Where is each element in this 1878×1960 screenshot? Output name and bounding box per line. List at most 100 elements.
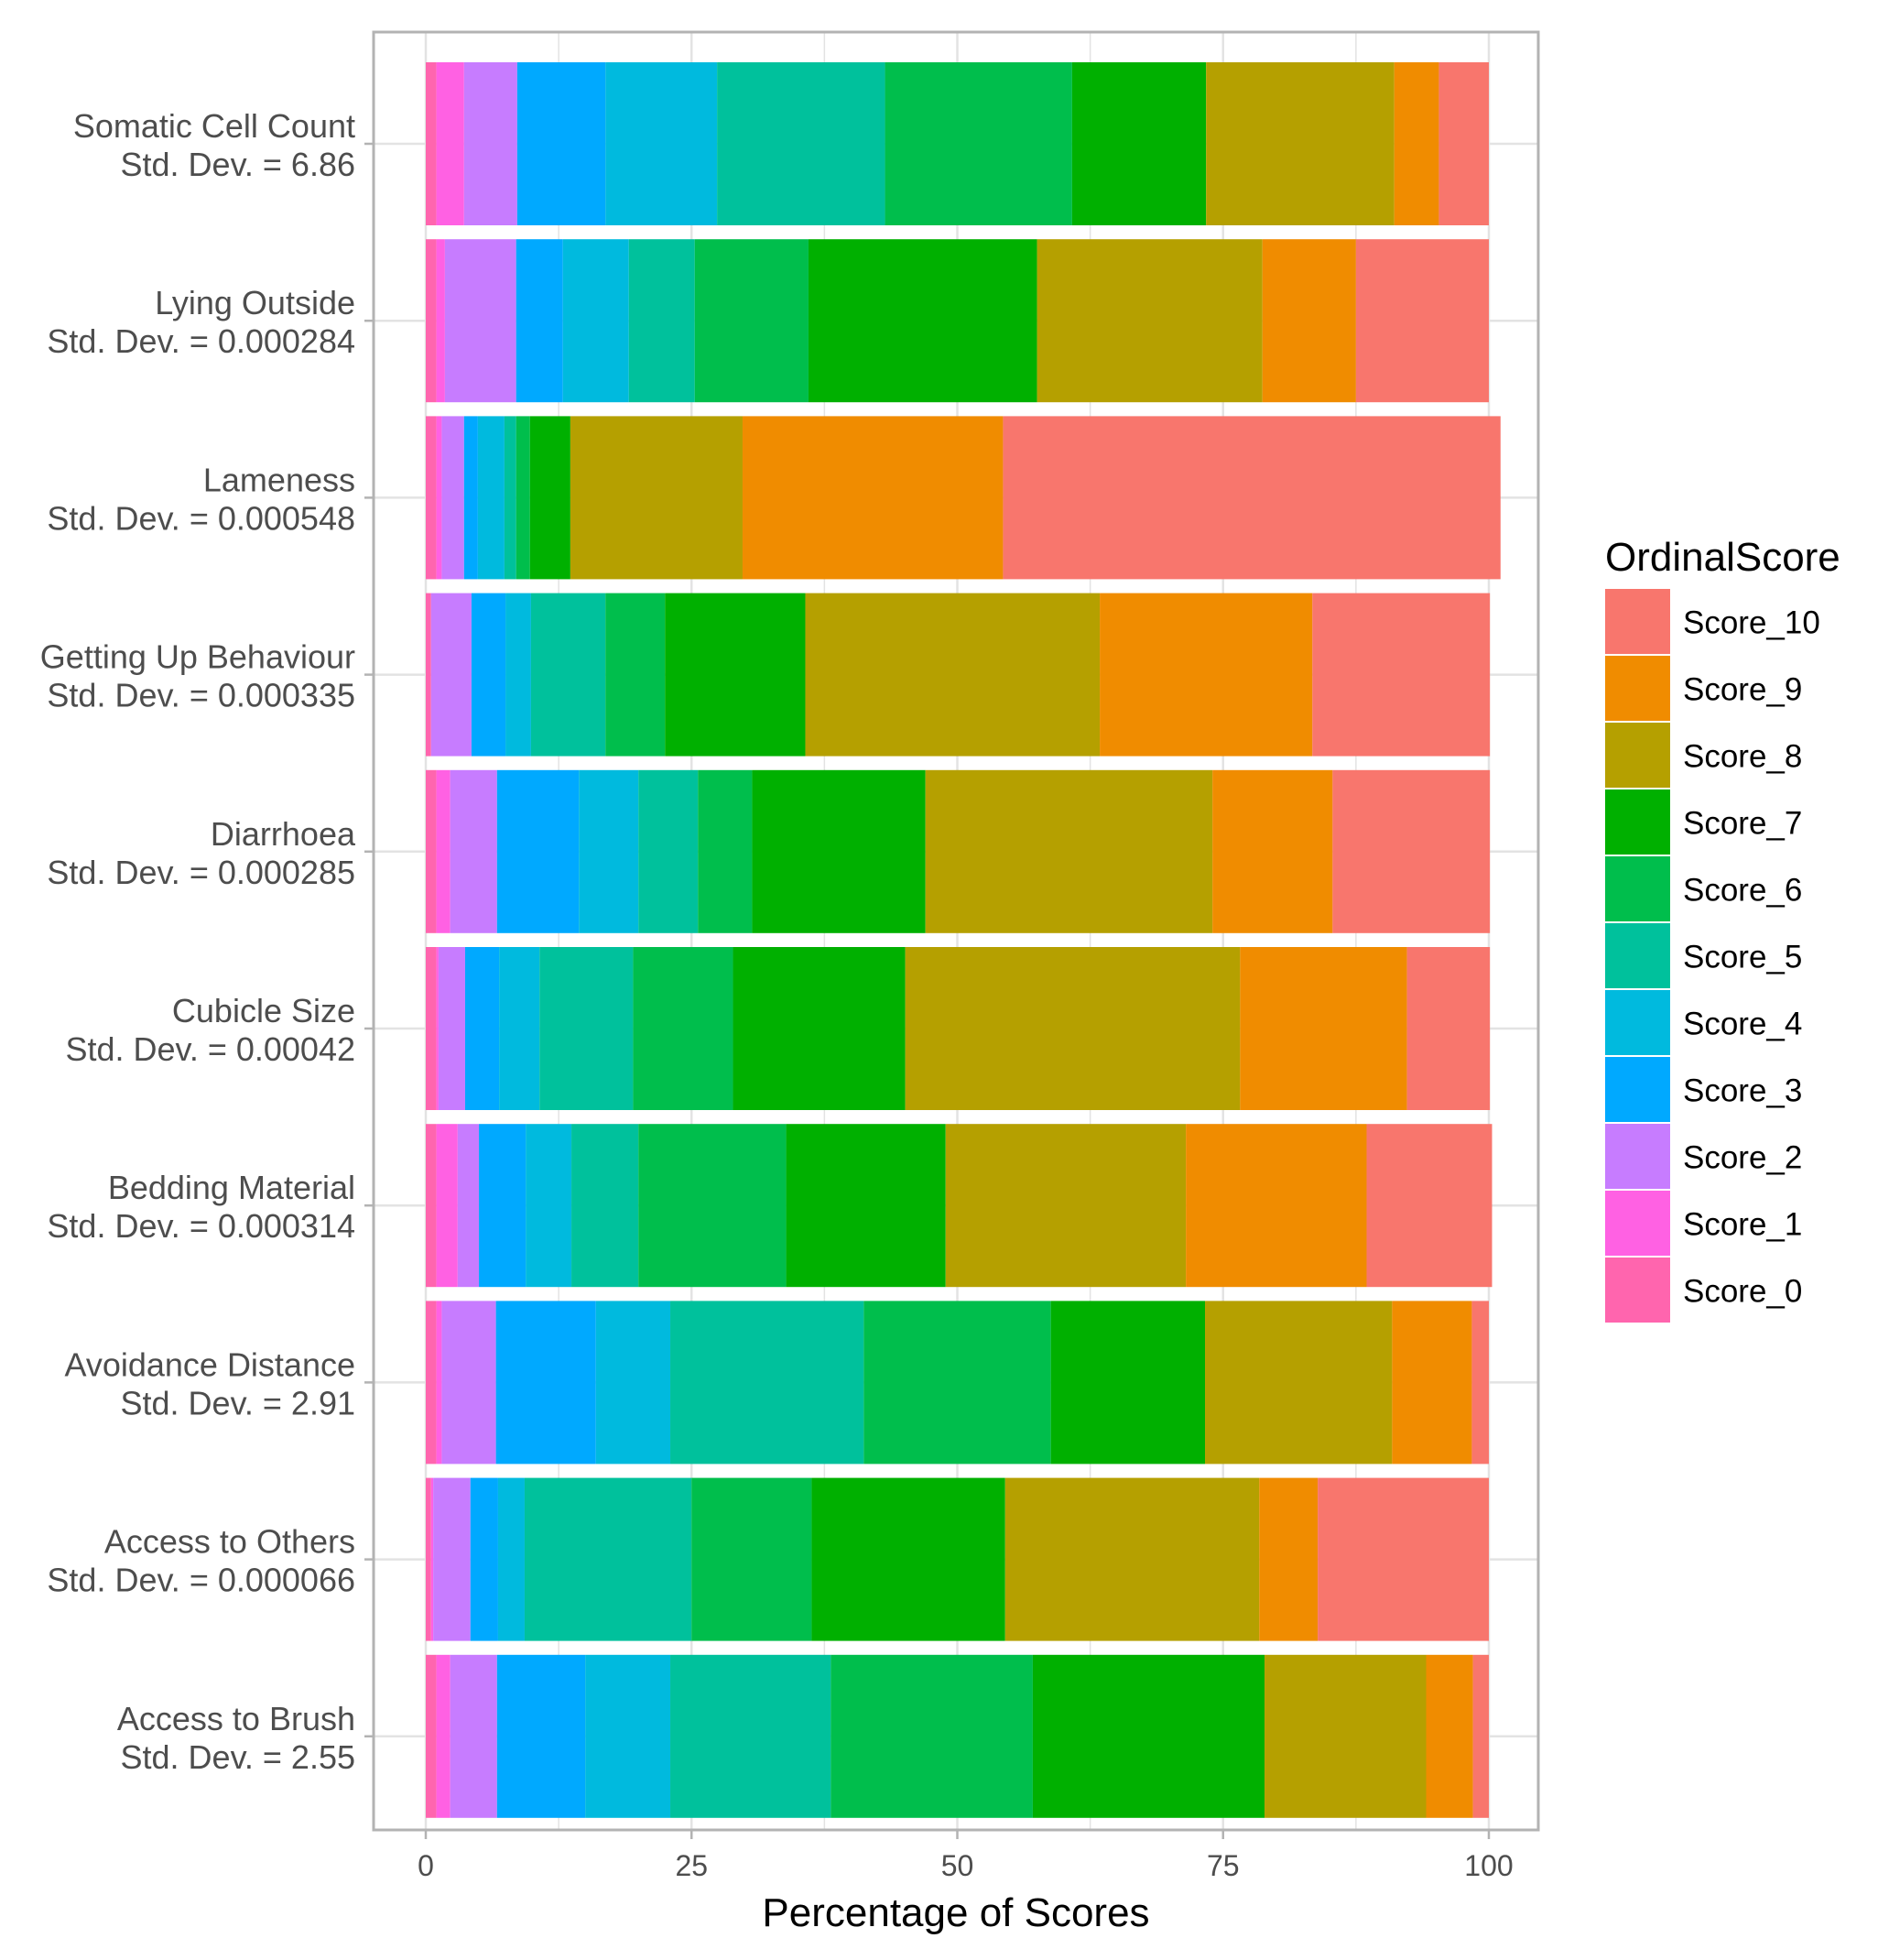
bar-segment-score-5 bbox=[571, 1124, 639, 1288]
y-tick-label-name: Bedding Material bbox=[108, 1169, 355, 1206]
bar-segment-score-1 bbox=[436, 1124, 458, 1288]
y-tick-label-name: Diarrhoea bbox=[211, 815, 356, 853]
bar-segment-score-5 bbox=[670, 1654, 831, 1818]
legend-label-score-9: Score_9 bbox=[1683, 672, 1802, 708]
bar-segment-score-0 bbox=[426, 62, 437, 225]
bar-segment-score-10 bbox=[1471, 1301, 1489, 1465]
y-tick-label-stddev: Std. Dev. = 0.000066 bbox=[47, 1562, 355, 1599]
bar-segment-score-6 bbox=[885, 62, 1072, 225]
bar-segment-score-7 bbox=[665, 593, 806, 757]
legend-swatch-score-0 bbox=[1605, 1258, 1670, 1323]
y-tick-label-stddev: Std. Dev. = 2.91 bbox=[121, 1384, 355, 1421]
bar-segment-score-2 bbox=[441, 416, 464, 580]
legend-title: OrdinalScore bbox=[1605, 535, 1840, 580]
bar-segment-score-5 bbox=[539, 947, 634, 1110]
bar-segment-score-9 bbox=[1426, 1654, 1473, 1818]
bar-segment-score-2 bbox=[438, 947, 465, 1110]
bar-segment-score-7 bbox=[808, 239, 1037, 403]
bar-segment-score-5 bbox=[524, 1477, 692, 1641]
y-tick-label-name: Cubicle Size bbox=[172, 992, 355, 1029]
bar-segment-score-8 bbox=[570, 416, 743, 580]
bar-segment-score-2 bbox=[444, 239, 516, 403]
bar-segment-score-3 bbox=[496, 1654, 586, 1818]
bar-segment-score-10 bbox=[1003, 416, 1501, 580]
x-tick-label: 75 bbox=[1207, 1849, 1240, 1882]
bar-segment-score-3 bbox=[463, 416, 478, 580]
bar-segment-score-8 bbox=[1037, 239, 1263, 403]
x-axis: 0 25 50 75 100 bbox=[418, 1830, 1514, 1882]
bar-segment-score-3 bbox=[464, 947, 500, 1110]
bar-segment-score-7 bbox=[1050, 1301, 1206, 1465]
bar-segment-score-2 bbox=[433, 1477, 471, 1641]
legend-label-score-6: Score_6 bbox=[1683, 873, 1802, 909]
bar-segment-score-3 bbox=[470, 1477, 498, 1641]
bar-segment-score-10 bbox=[1472, 1654, 1489, 1818]
bar-segment-score-8 bbox=[945, 1124, 1187, 1288]
bar-segment-score-5 bbox=[670, 1301, 864, 1465]
bar-segment-score-2 bbox=[441, 1301, 496, 1465]
legend-swatch-score-9 bbox=[1605, 656, 1670, 721]
bar-segment-score-7 bbox=[786, 1124, 946, 1288]
bar-segment-score-8 bbox=[805, 593, 1101, 757]
bar-segment-score-1 bbox=[436, 239, 445, 403]
bar-segment-score-6 bbox=[863, 1301, 1051, 1465]
legend-label-score-3: Score_3 bbox=[1683, 1073, 1802, 1109]
bar-segment-score-9 bbox=[1394, 62, 1439, 225]
bar-segment-score-9 bbox=[1259, 1477, 1319, 1641]
bar-segment-score-2 bbox=[430, 593, 472, 757]
bar-segment-score-5 bbox=[638, 769, 699, 933]
bar-segment-score-9 bbox=[1240, 947, 1407, 1110]
bar-segment-score-6 bbox=[638, 1124, 787, 1288]
bar-segment-score-0 bbox=[426, 416, 437, 580]
bar-segment-score-0 bbox=[426, 239, 437, 403]
bar-segment-score-9 bbox=[1262, 239, 1356, 403]
bar-segment-score-0 bbox=[426, 1654, 437, 1818]
bar-segment-score-3 bbox=[471, 593, 506, 757]
y-tick-label-stddev: Std. Dev. = 0.000314 bbox=[47, 1207, 355, 1245]
bar-segment-score-4 bbox=[585, 1654, 671, 1818]
legend-swatch-score-3 bbox=[1605, 1057, 1670, 1122]
bar-segment-score-3 bbox=[516, 239, 563, 403]
y-tick-label-stddev: Std. Dev. = 0.00042 bbox=[65, 1030, 355, 1068]
y-tick-label-stddev: Std. Dev. = 0.000335 bbox=[47, 677, 355, 714]
legend-label-score-4: Score_4 bbox=[1683, 1007, 1802, 1042]
bar-segment-score-6 bbox=[633, 947, 733, 1110]
bar-segment-score-4 bbox=[497, 1477, 525, 1641]
bar-segment-score-7 bbox=[529, 416, 570, 580]
bar-segment-score-3 bbox=[496, 769, 580, 933]
y-tick-label-name: Somatic Cell Count bbox=[73, 107, 355, 145]
bar-segment-score-1 bbox=[436, 769, 451, 933]
bar-segment-score-9 bbox=[1392, 1301, 1472, 1465]
legend-label-score-1: Score_1 bbox=[1683, 1207, 1802, 1243]
y-tick-label-stddev: Std. Dev. = 0.000548 bbox=[47, 499, 355, 537]
bar-segment-score-4 bbox=[579, 769, 639, 933]
y-tick-label-name: Avoidance Distance bbox=[64, 1345, 355, 1383]
y-tick-label-stddev: Std. Dev. = 0.000284 bbox=[47, 322, 355, 360]
bar-segment-score-6 bbox=[516, 416, 530, 580]
bar-segment-score-8 bbox=[1265, 1654, 1427, 1818]
bar-segment-score-1 bbox=[436, 947, 439, 1110]
bar-segment-score-0 bbox=[426, 1124, 437, 1288]
bar-segment-score-8 bbox=[925, 769, 1213, 933]
bar-segment-score-0 bbox=[426, 1477, 431, 1641]
legend-label-score-7: Score_7 bbox=[1683, 806, 1802, 842]
bar-segment-score-0 bbox=[426, 769, 437, 933]
bar-segment-score-9 bbox=[1212, 769, 1333, 933]
bar-segment-score-4 bbox=[562, 239, 629, 403]
legend-swatch-score-8 bbox=[1605, 723, 1670, 788]
panel-border bbox=[372, 30, 1540, 1832]
x-tick-label: 100 bbox=[1464, 1849, 1513, 1882]
bar-segment-score-5 bbox=[628, 239, 695, 403]
legend-label-score-8: Score_8 bbox=[1683, 739, 1802, 775]
legend-label-score-2: Score_2 bbox=[1683, 1140, 1802, 1176]
bar-segment-score-1 bbox=[436, 416, 442, 580]
bar-segment-score-3 bbox=[479, 1124, 526, 1288]
bar-segment-score-4 bbox=[605, 62, 718, 225]
bar-segment-score-4 bbox=[499, 947, 540, 1110]
bar-segment-score-5 bbox=[504, 416, 516, 580]
bars-layer bbox=[426, 62, 1501, 1818]
bar-segment-score-6 bbox=[694, 239, 809, 403]
bar-segment-score-10 bbox=[1332, 769, 1491, 933]
